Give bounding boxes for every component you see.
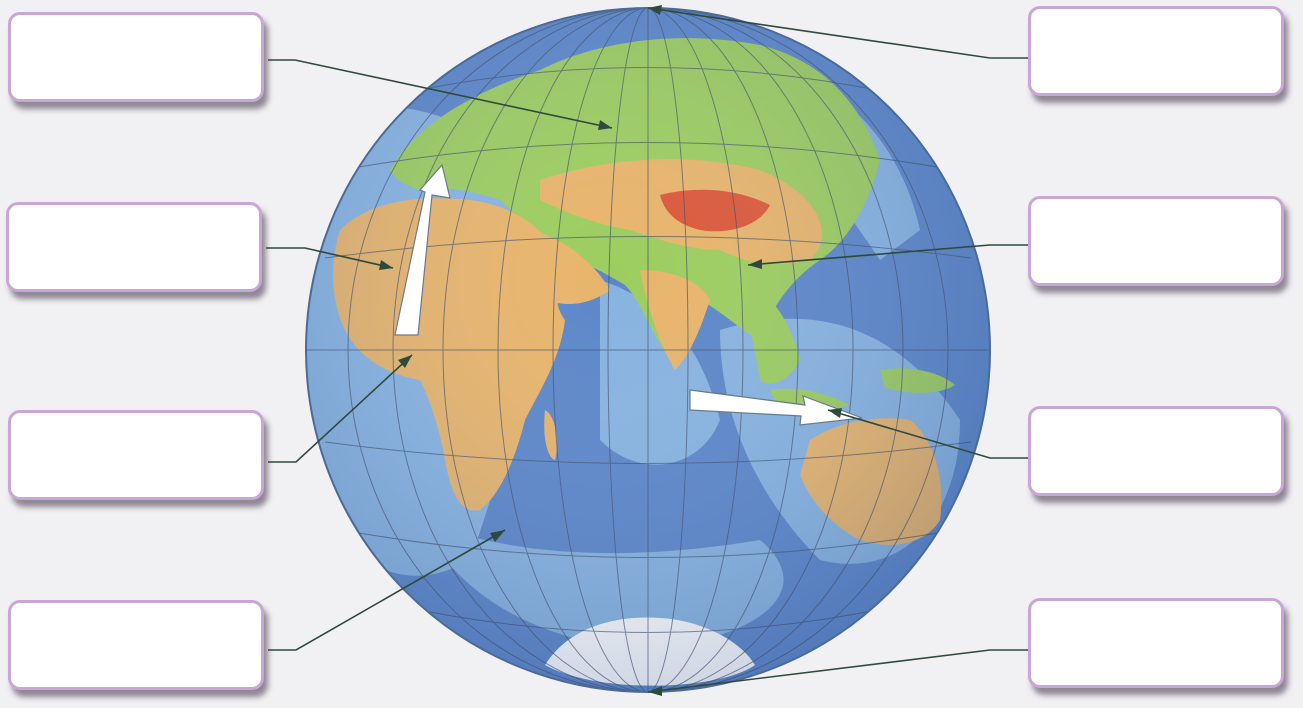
leader-line-right-3 [827, 409, 1028, 459]
right-arrow-icon [689, 389, 863, 426]
arrowhead-left-1 [598, 120, 612, 130]
answer-box-left-4[interactable] [8, 600, 264, 690]
arrowhead-left-3 [398, 355, 412, 368]
arrowhead-left-4 [490, 530, 505, 542]
leader-arrowheads [379, 5, 842, 696]
answer-box-left-3[interactable] [8, 410, 264, 500]
answer-box-left-1[interactable] [8, 12, 264, 102]
globe [305, 7, 991, 693]
leader-line-left-3 [268, 354, 413, 463]
leader-line-left-4 [268, 529, 506, 651]
leader-line-left-1 [268, 59, 613, 129]
leader-lines [266, 7, 1028, 693]
leader-line-right-2 [747, 244, 1028, 266]
arrowhead-right-1 [648, 5, 662, 15]
arrowhead-right-4 [648, 686, 662, 696]
answer-box-right-1[interactable] [1028, 6, 1284, 96]
arrowhead-right-3 [828, 408, 842, 418]
answer-box-right-4[interactable] [1028, 598, 1284, 688]
leader-line-right-1 [647, 7, 1028, 59]
answer-box-left-2[interactable] [6, 202, 262, 292]
leader-line-left-2 [266, 247, 394, 269]
answer-box-right-2[interactable] [1028, 196, 1284, 286]
leader-line-right-4 [647, 649, 1028, 693]
answer-box-right-3[interactable] [1028, 406, 1284, 496]
up-arrow-icon [394, 163, 451, 336]
arrowhead-left-2 [379, 260, 393, 270]
arrowhead-right-2 [748, 259, 762, 269]
